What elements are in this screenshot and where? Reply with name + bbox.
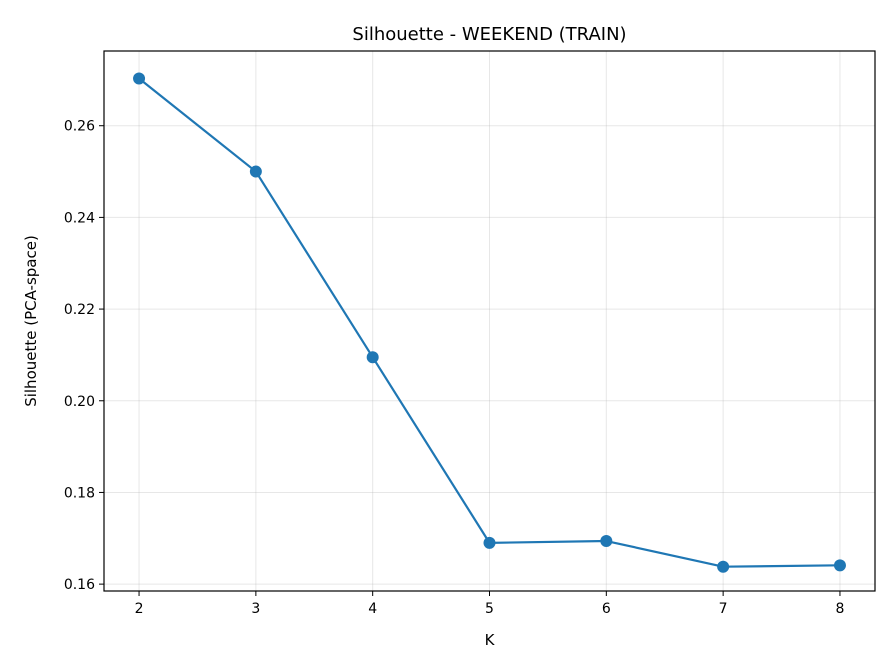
x-tick-label: 5 [485,601,494,617]
x-tick-label: 8 [835,601,844,617]
y-tick-label: 0.24 [64,210,95,226]
x-tick-label: 4 [368,601,377,617]
ticks: 2 3 4 5 6 7 8 0.16 0.18 0.20 0.22 0.24 0.26 [64,119,845,617]
y-tick-label: 0.16 [64,577,95,593]
data-point [833,559,846,572]
y-tick-label: 0.20 [64,394,95,410]
x-tick-label: 2 [135,601,144,617]
data-point [483,536,496,549]
data-point [717,560,730,573]
y-tick-label: 0.18 [64,485,95,501]
data-point [249,165,262,178]
x-tick-label: 7 [719,601,728,617]
data-point [600,535,613,548]
series-layer [133,72,846,573]
grid [104,51,875,591]
y-tick-label: 0.26 [64,119,95,135]
x-axis-title: K [485,631,496,649]
y-tick-label: 0.22 [64,302,95,318]
y-axis-title: Silhouette (PCA-space) [22,235,40,407]
chart-title: Silhouette - WEEKEND (TRAIN) [352,24,626,45]
x-tick-label: 6 [602,601,611,617]
data-point [133,72,146,85]
data-point [366,351,379,364]
x-tick-label: 3 [251,601,260,617]
